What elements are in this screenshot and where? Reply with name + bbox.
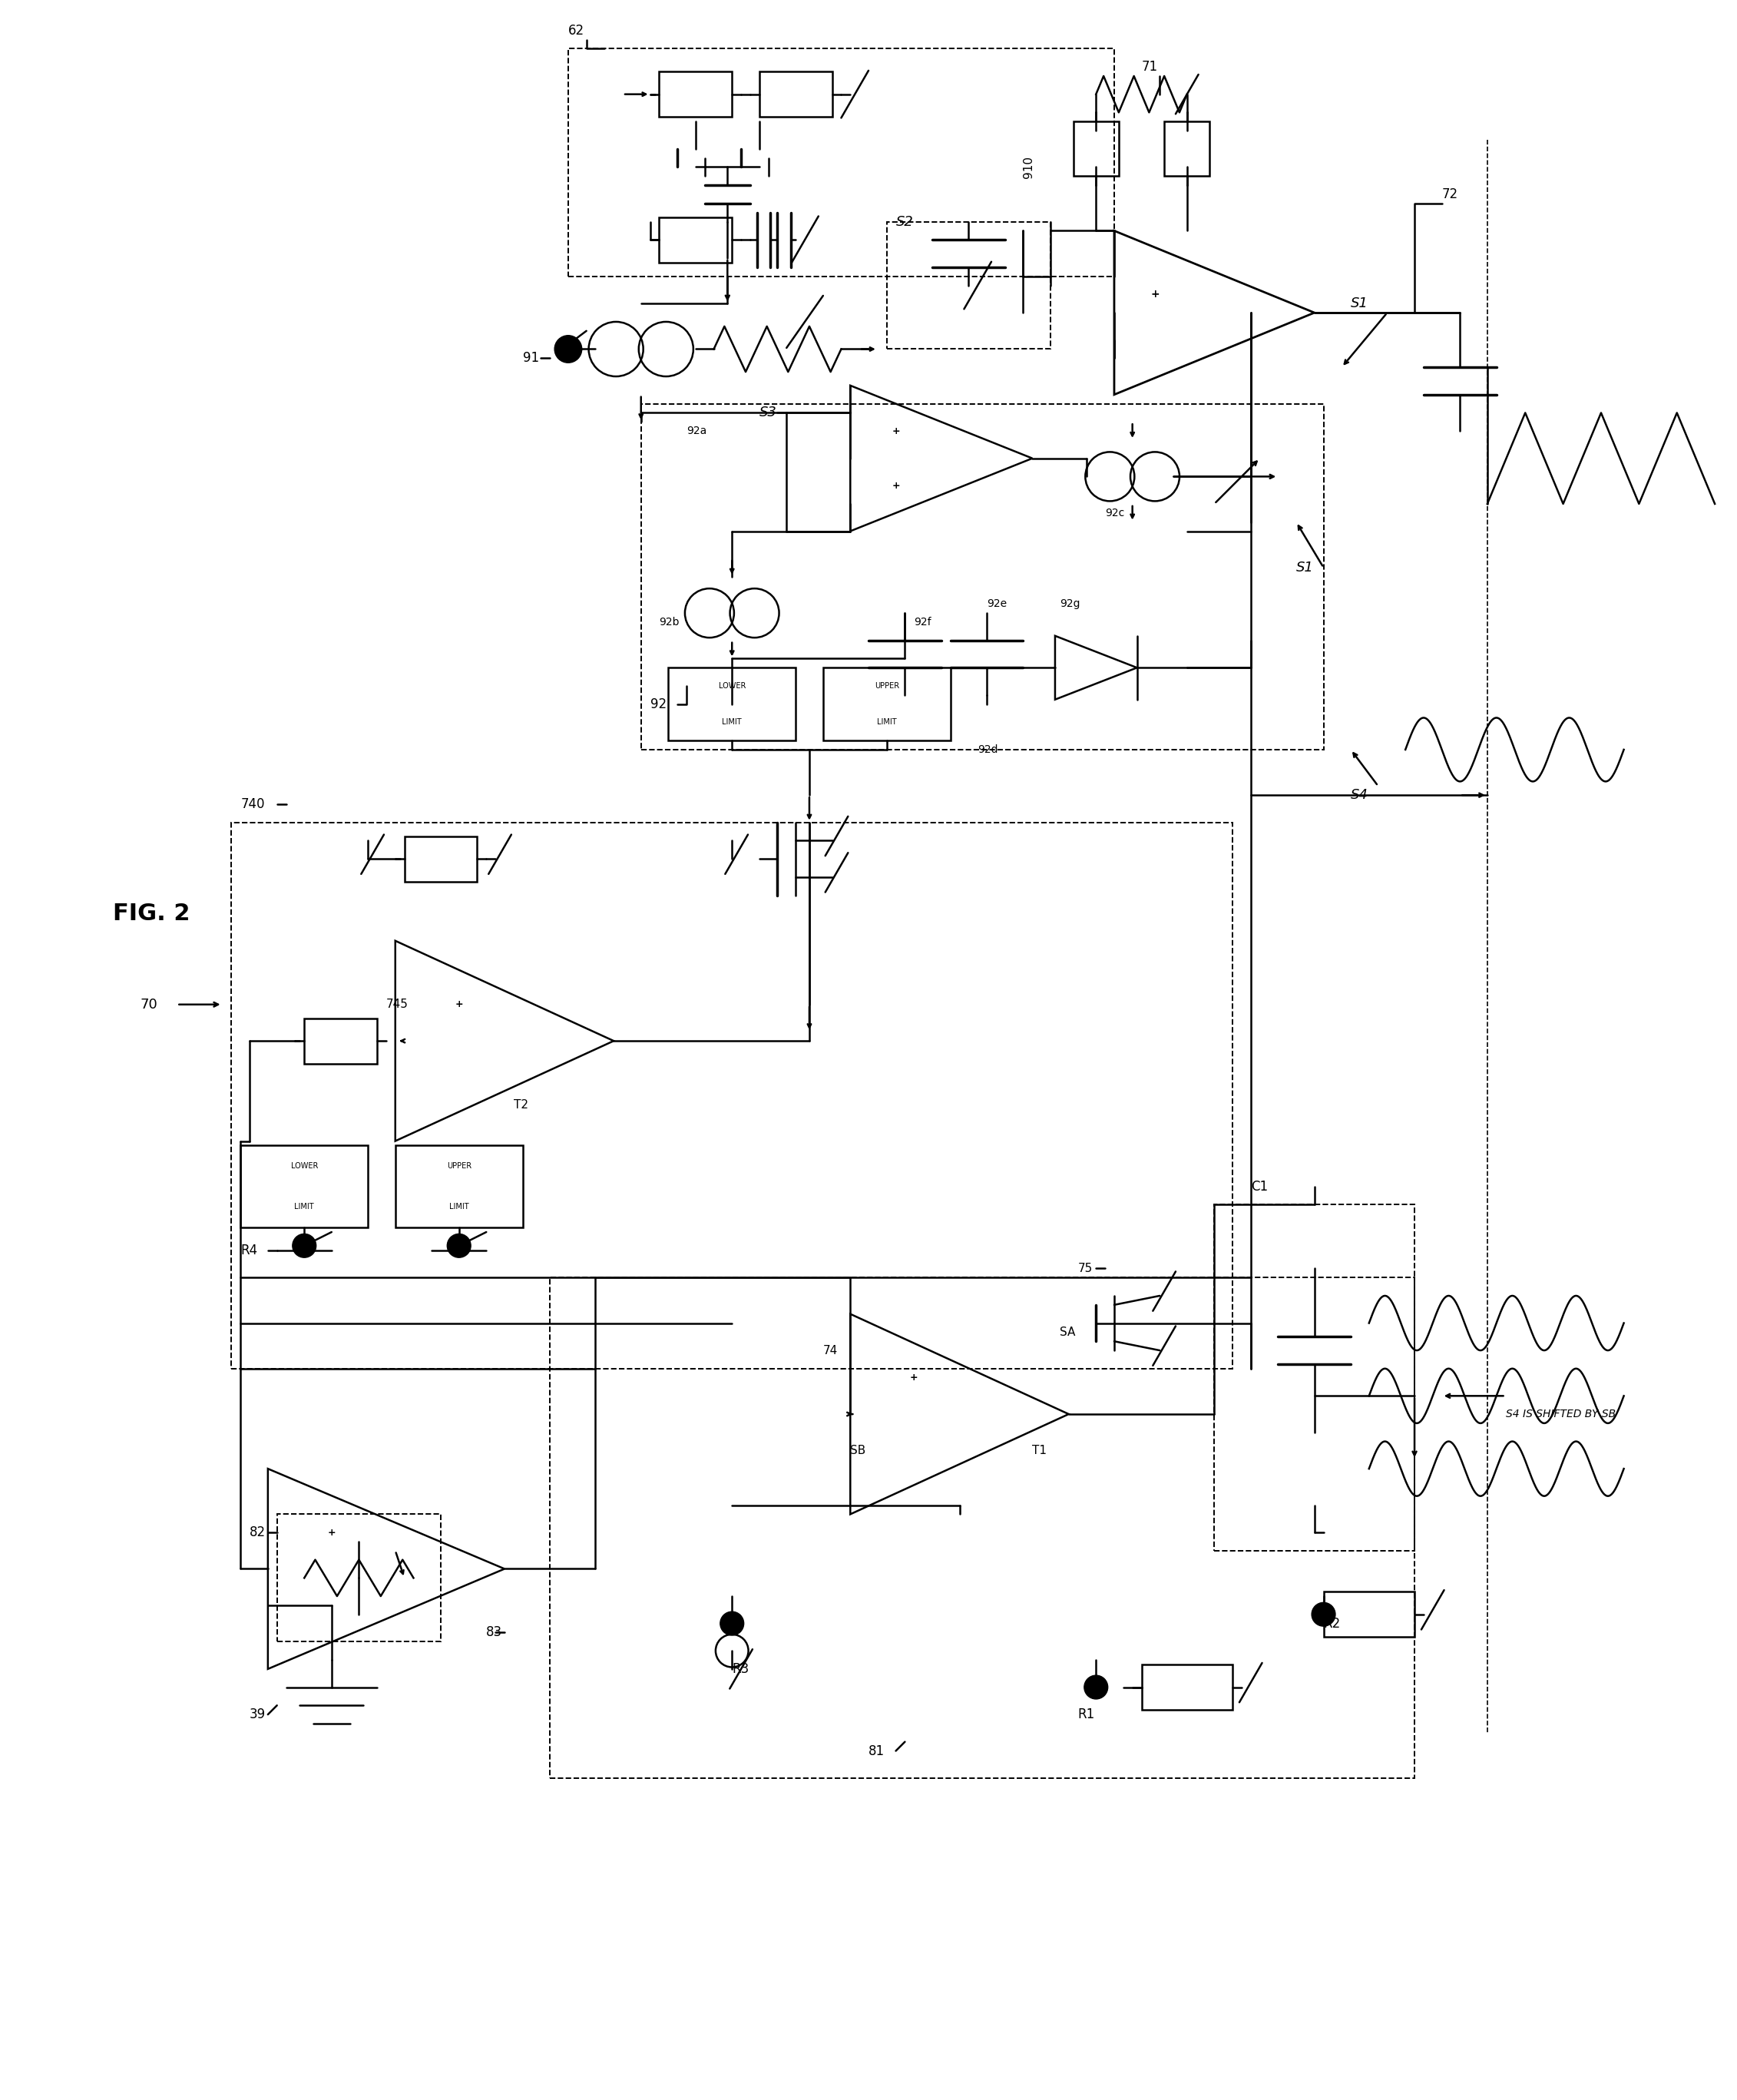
- Text: R3: R3: [731, 1661, 749, 1676]
- Text: R4: R4: [241, 1243, 257, 1258]
- Text: LIMIT: LIMIT: [295, 1203, 314, 1212]
- Text: +: +: [891, 481, 900, 491]
- Text: 71: 71: [1141, 61, 1159, 74]
- Bar: [276, 1514, 441, 1642]
- Text: S4: S4: [1351, 788, 1369, 802]
- Text: 92b: 92b: [660, 617, 679, 628]
- Text: 83: 83: [486, 1625, 502, 1640]
- Text: S1: S1: [1296, 561, 1313, 575]
- Text: SA: SA: [1060, 1327, 1075, 1338]
- Circle shape: [446, 1235, 471, 1258]
- Text: 74: 74: [823, 1344, 837, 1357]
- Text: LIMIT: LIMIT: [450, 1203, 469, 1212]
- Bar: [304, 1018, 377, 1065]
- Text: C1: C1: [1251, 1180, 1268, 1193]
- Text: LIMIT: LIMIT: [723, 718, 742, 727]
- Bar: [641, 403, 1324, 750]
- Text: 910: 910: [1023, 155, 1035, 179]
- Text: SB: SB: [851, 1445, 865, 1455]
- Text: UPPER: UPPER: [874, 682, 900, 689]
- Text: 92f: 92f: [914, 617, 931, 628]
- Text: 82: 82: [250, 1525, 266, 1539]
- Text: +: +: [328, 1527, 335, 1537]
- Bar: [1141, 1665, 1233, 1709]
- Text: T2: T2: [514, 1098, 528, 1111]
- Text: 39: 39: [250, 1707, 266, 1722]
- Bar: [241, 1147, 368, 1228]
- Bar: [568, 48, 1113, 277]
- Text: 745: 745: [386, 1000, 408, 1010]
- Circle shape: [1084, 1676, 1108, 1699]
- Text: R2: R2: [1324, 1617, 1341, 1630]
- Text: FIG. 2: FIG. 2: [113, 903, 191, 924]
- Bar: [396, 1147, 523, 1228]
- Circle shape: [1311, 1602, 1336, 1625]
- Text: +: +: [1150, 290, 1160, 300]
- Bar: [231, 823, 1233, 1369]
- Text: 62: 62: [568, 23, 584, 38]
- Text: 75: 75: [1077, 1262, 1093, 1275]
- Text: 92c: 92c: [1105, 508, 1124, 519]
- Text: LOWER: LOWER: [719, 682, 745, 689]
- Text: 70: 70: [141, 997, 158, 1012]
- Text: S2: S2: [896, 214, 914, 229]
- Text: S4 IS SHIFTED BY SB: S4 IS SHIFTED BY SB: [1506, 1409, 1615, 1420]
- Text: 72: 72: [1442, 187, 1457, 202]
- Text: 81: 81: [868, 1743, 884, 1758]
- Bar: [1073, 122, 1119, 176]
- Bar: [551, 1277, 1414, 1779]
- Bar: [886, 223, 1051, 349]
- Bar: [1324, 1592, 1414, 1638]
- Bar: [759, 71, 832, 118]
- Text: +: +: [891, 426, 900, 437]
- Text: R1: R1: [1077, 1707, 1094, 1722]
- Circle shape: [292, 1235, 316, 1258]
- Text: +: +: [455, 1000, 464, 1010]
- Text: S1: S1: [1351, 296, 1369, 311]
- Bar: [1164, 122, 1209, 176]
- Text: 91: 91: [523, 351, 538, 365]
- Bar: [669, 668, 796, 741]
- Bar: [1214, 1205, 1414, 1550]
- Text: 92a: 92a: [686, 426, 707, 437]
- Text: 92d: 92d: [978, 743, 999, 756]
- Bar: [660, 71, 731, 118]
- Text: UPPER: UPPER: [446, 1161, 471, 1170]
- Bar: [660, 216, 731, 262]
- Text: +: +: [910, 1373, 919, 1382]
- Text: 92g: 92g: [1060, 598, 1080, 609]
- Text: LIMIT: LIMIT: [877, 718, 896, 727]
- Text: S3: S3: [759, 405, 776, 420]
- Text: 92: 92: [650, 697, 667, 712]
- Bar: [405, 836, 478, 882]
- Text: LOWER: LOWER: [290, 1161, 318, 1170]
- Text: 92e: 92e: [987, 598, 1007, 609]
- Circle shape: [721, 1611, 743, 1636]
- Bar: [823, 668, 950, 741]
- Circle shape: [554, 336, 582, 363]
- Text: 740: 740: [241, 798, 264, 811]
- Text: T1: T1: [1032, 1445, 1047, 1455]
